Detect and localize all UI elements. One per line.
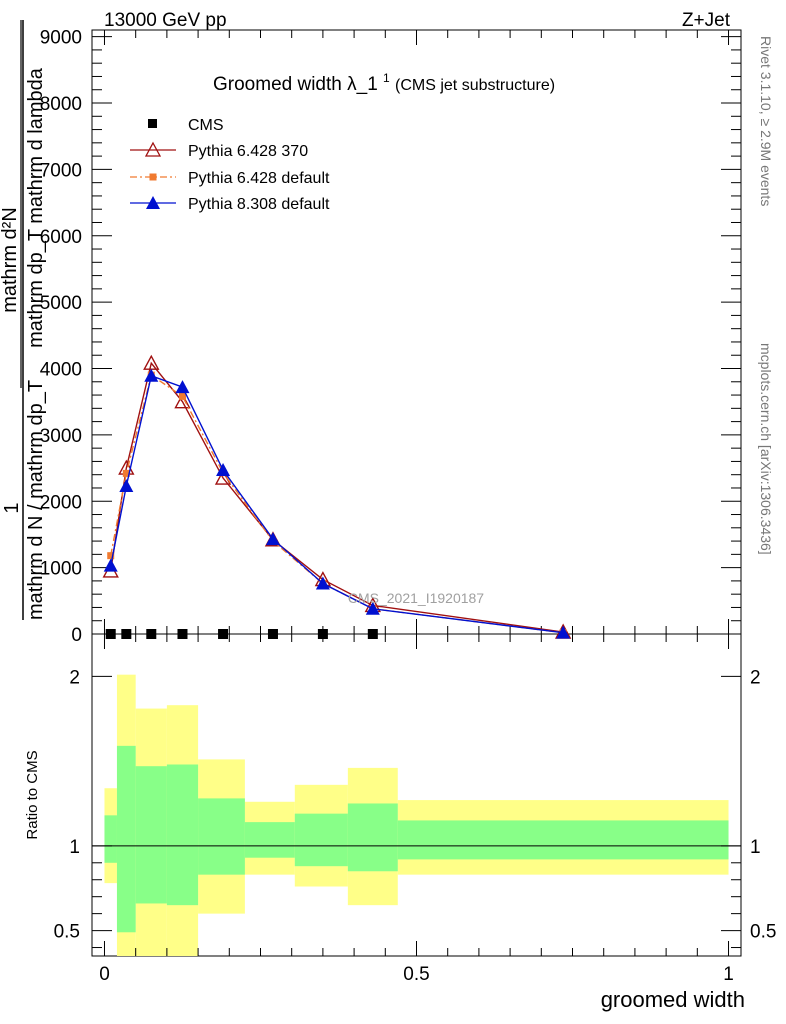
point-py8-default — [144, 368, 159, 382]
header-process-label: Z+Jet — [682, 10, 731, 31]
point-py6-default — [107, 552, 115, 560]
point-cms — [177, 629, 188, 639]
ratio-y-tick-label-left: 1 — [69, 837, 80, 858]
legend-label-cms: CMS — [188, 117, 224, 134]
main-y-tick-label: 0 — [71, 625, 82, 646]
ratio-band-inner-7 — [347, 803, 398, 872]
main-y-tick-label: 5000 — [40, 293, 82, 314]
point-cms — [317, 629, 328, 639]
series-line-1 — [110, 361, 564, 633]
point-cms — [267, 629, 278, 639]
main-y-tick-label: 8000 — [40, 94, 82, 115]
point-cms — [367, 629, 378, 639]
legend-label-py6-default: Pythia 6.428 default — [188, 170, 330, 187]
rivet-version-label: Rivet 3.1.10, ≥ 2.9M events — [758, 36, 774, 206]
chart-title-suffix: (CMS jet substructure) — [395, 77, 555, 94]
ratio-y-tick-label-right: 0.5 — [750, 922, 776, 943]
ratio-y-tick-label-left: 0.5 — [54, 922, 80, 943]
point-py8-default — [556, 625, 571, 639]
chart-title-main: Groomed width — [213, 74, 342, 95]
mcplots-label: mcplots.cern.ch [arXiv:1306.3436] — [758, 343, 774, 555]
ratio-band-inner-6 — [294, 813, 348, 867]
ratio-band-inner-2 — [135, 766, 167, 904]
point-py8-default — [365, 601, 380, 615]
y-label-num-top: mathrm d²N — [0, 207, 21, 313]
ratio-y-tick-label-right: 2 — [750, 667, 761, 688]
ratio-bands — [104, 674, 729, 956]
ratio-band-inner-8 — [397, 820, 729, 860]
main-y-tick-label: 9000 — [40, 28, 82, 49]
data-series — [102, 354, 572, 639]
point-py6-370 — [174, 393, 191, 409]
series-line-2 — [110, 374, 564, 634]
legend-marker-py8-default — [146, 196, 160, 209]
point-cms — [105, 629, 116, 639]
legend-label-py6-370: Pythia 6.428 370 — [188, 143, 308, 160]
x-tick-label: 1 — [723, 964, 734, 985]
axis-tick-labels: 0 1000 2000 3000 4000 5000 6000 7000 8000 9000 0 0.… — [40, 28, 777, 985]
point-py8-default — [265, 532, 280, 546]
legend-marker-py6-370 — [144, 141, 162, 157]
chart-title-superscript: 1 — [383, 71, 390, 85]
main-y-tick-label: 3000 — [40, 426, 82, 447]
point-py8-default — [315, 576, 330, 590]
legend-marker-cms — [148, 119, 157, 128]
ratio-band-inner-3 — [166, 764, 199, 906]
ratio-y-tick-label-left: 2 — [69, 667, 80, 688]
ratio-band-inner-4 — [198, 798, 245, 875]
chart-title-symbol: λ_1 — [347, 74, 378, 95]
point-cms — [218, 629, 229, 639]
header-collision-label: 13000 GeV pp — [104, 10, 227, 31]
point-py8-default — [216, 463, 231, 477]
main-y-axis-label: 1 mathrm d N / mathrm dp_T mathrm d²N ma… — [0, 20, 47, 620]
ratio-y-axis-label: Ratio to CMS — [24, 750, 41, 839]
ratio-band-inner-5 — [244, 822, 295, 858]
analysis-watermark: CMS_2021_I1920187 — [348, 590, 484, 606]
point-cms — [146, 629, 157, 639]
point-py8-default — [119, 478, 134, 492]
y-label-num-bottom: mathrm dp_T mathrm d lambda — [25, 67, 47, 348]
x-tick-label: 0 — [99, 964, 110, 985]
point-py6-default — [122, 469, 130, 477]
main-y-tick-label: 1000 — [40, 559, 82, 580]
legend-marker-py6-default — [149, 173, 157, 181]
y-label-prefix: 1 — [1, 502, 23, 513]
x-axis-label: groomed width — [601, 987, 745, 1012]
ratio-band-inner-0 — [104, 815, 117, 863]
main-y-tick-label: 2000 — [40, 492, 82, 513]
chart-title: Groomed width λ_1 1 (CMS jet substructur… — [213, 66, 555, 95]
y-label-denominator: mathrm d N / mathrm dp_T — [25, 380, 47, 620]
point-cms — [121, 629, 132, 639]
series-line-3 — [110, 374, 564, 634]
main-y-tick-label: 4000 — [40, 360, 82, 381]
point-py6-default — [178, 392, 186, 400]
x-tick-label: 0.5 — [403, 964, 429, 985]
legend-label-py8-default: Pythia 8.308 default — [188, 196, 330, 213]
main-y-tick-label: 7000 — [40, 160, 82, 181]
ratio-y-tick-label-right: 1 — [750, 837, 761, 858]
point-py8-default — [103, 558, 118, 572]
main-y-tick-label: 6000 — [40, 227, 82, 248]
legend: CMS Pythia 6.428 370 Pythia 6.428 defaul… — [130, 117, 330, 213]
ratio-band-inner-1 — [116, 745, 136, 933]
point-py8-default — [175, 380, 190, 394]
